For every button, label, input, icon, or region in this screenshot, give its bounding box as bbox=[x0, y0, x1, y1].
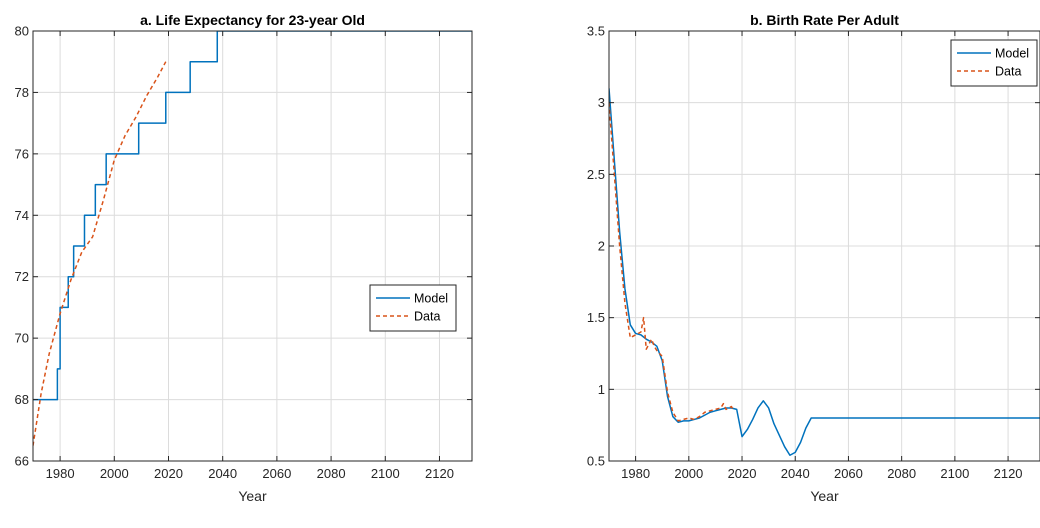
x-tick-label: 2000 bbox=[100, 466, 129, 481]
y-tick-label: 2 bbox=[598, 239, 605, 254]
x-tick-label: 2080 bbox=[887, 466, 916, 481]
x-tick-label: 2100 bbox=[940, 466, 969, 481]
y-tick-label: 66 bbox=[15, 454, 29, 469]
axes-box bbox=[32, 30, 473, 462]
y-tick-label: 1.5 bbox=[587, 310, 605, 325]
ticks bbox=[609, 30, 1040, 462]
x-axis-label: Year bbox=[238, 488, 267, 504]
series-line-data bbox=[609, 102, 735, 422]
legend-label-model: Model bbox=[995, 47, 1029, 61]
y-tick-label: 68 bbox=[15, 392, 29, 407]
y-tick-label: 1 bbox=[598, 382, 605, 397]
y-tick-label: 80 bbox=[15, 24, 29, 39]
x-tick-label: 1980 bbox=[46, 466, 75, 481]
chart-title: b. Birth Rate Per Adult bbox=[750, 12, 899, 28]
x-tick-label: 2080 bbox=[317, 466, 346, 481]
x-tick-label: 2120 bbox=[425, 466, 454, 481]
plot-area bbox=[33, 31, 472, 461]
y-tick-label: 3 bbox=[598, 95, 605, 110]
x-tick-label: 2040 bbox=[208, 466, 237, 481]
series-group bbox=[33, 31, 472, 446]
grid bbox=[33, 30, 472, 462]
chart-title: a. Life Expectancy for 23-year Old bbox=[140, 12, 365, 28]
x-tick-label: 2020 bbox=[154, 466, 183, 481]
x-tick-label: 2060 bbox=[262, 466, 291, 481]
legend: Model Data bbox=[950, 39, 1038, 87]
y-tick-label: 74 bbox=[15, 208, 29, 223]
x-axis-label: Year bbox=[810, 488, 839, 504]
y-tick-label: 76 bbox=[15, 146, 29, 161]
y-tick-label: 3.5 bbox=[587, 24, 605, 39]
x-tick-label: 2120 bbox=[994, 466, 1023, 481]
x-tick-label: 1980 bbox=[621, 466, 650, 481]
y-tick-label: 2.5 bbox=[587, 167, 605, 182]
y-tick-label: 78 bbox=[15, 85, 29, 100]
x-tick-label: 2040 bbox=[781, 466, 810, 481]
legend-label-model: Model bbox=[414, 292, 448, 306]
x-tick-label: 2000 bbox=[674, 466, 703, 481]
x-tick-label: 2020 bbox=[728, 466, 757, 481]
x-tick-label: 2060 bbox=[834, 466, 863, 481]
legend-box bbox=[950, 39, 1038, 87]
series-line-data bbox=[33, 61, 167, 446]
legend-box bbox=[369, 284, 457, 332]
x-tick-label: 2100 bbox=[371, 466, 400, 481]
y-tick-label: 70 bbox=[15, 331, 29, 346]
ticks bbox=[33, 30, 472, 462]
legend-label-data: Data bbox=[995, 65, 1021, 79]
y-tick-label: 0.5 bbox=[587, 454, 605, 469]
chart-panel-a: 1980 2000 2020 2040 2060 2080 2100 2120 66 68 70 72… bbox=[15, 12, 473, 504]
chart-panel-b: 1980 2000 2020 2040 2060 2080 2100 2120 0.5 1 1.5 2… bbox=[587, 12, 1040, 504]
series-line-model bbox=[609, 88, 1040, 457]
series-group bbox=[609, 88, 1040, 457]
legend: Model Data bbox=[369, 284, 457, 332]
legend-label-data: Data bbox=[414, 310, 440, 324]
y-tick-label: 72 bbox=[15, 269, 29, 284]
